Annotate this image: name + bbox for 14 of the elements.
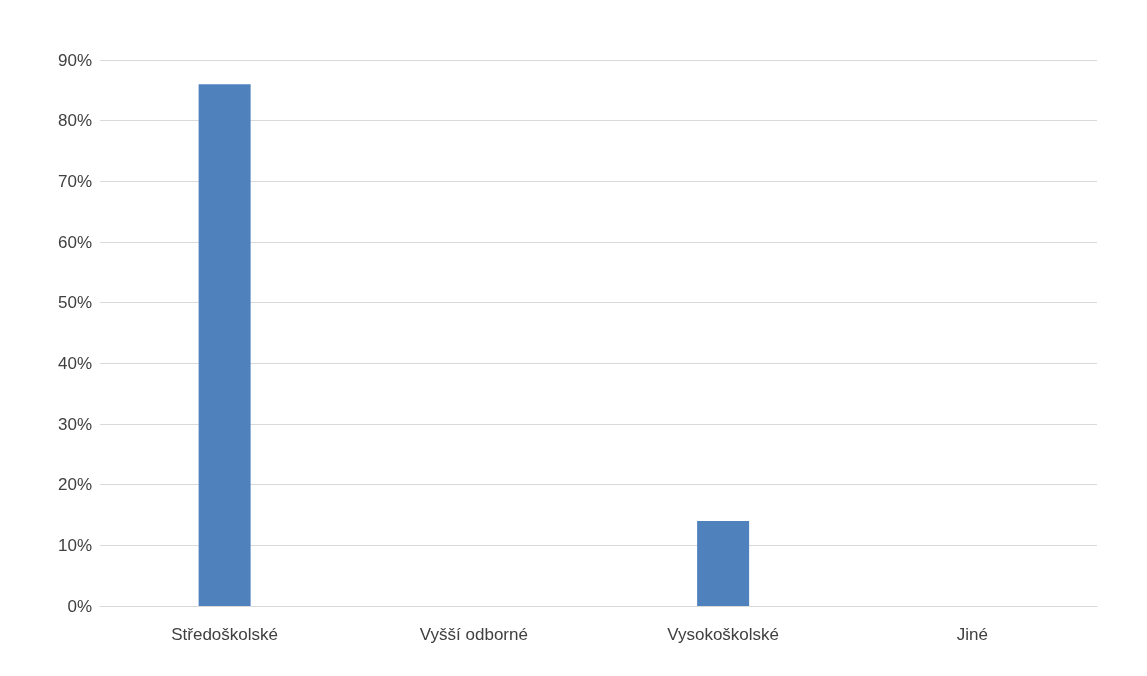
y-tick-label: 0% — [67, 596, 92, 616]
x-tick-label: Vyšší odborné — [419, 625, 528, 644]
y-tick-label: 60% — [57, 232, 92, 252]
y-tick-label: 70% — [57, 171, 92, 191]
y-tick-label: 30% — [57, 414, 92, 434]
x-tick-label: Vysokoškolské — [667, 625, 780, 644]
x-tick-label: Jiné — [956, 625, 988, 644]
y-tick-label: 90% — [57, 50, 92, 70]
y-tick-label: 80% — [57, 111, 92, 131]
y-tick-label: 20% — [57, 475, 92, 495]
y-tick-label: 50% — [57, 293, 92, 313]
y-tick-label: 10% — [57, 535, 92, 555]
y-tick-label: 40% — [57, 353, 92, 373]
x-tick-label: Středoškolské — [171, 625, 279, 644]
